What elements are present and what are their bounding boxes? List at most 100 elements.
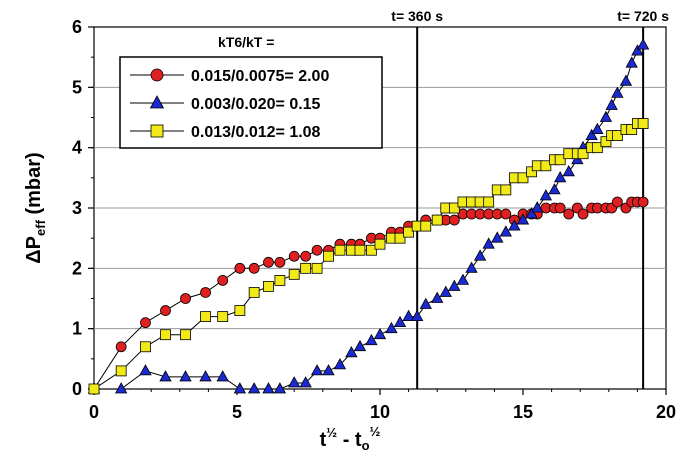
data-point-triangle bbox=[345, 345, 358, 358]
data-point-triangle bbox=[247, 382, 261, 394]
data-point-triangle bbox=[353, 339, 367, 352]
data-point-triangle bbox=[456, 273, 470, 285]
data-point-square bbox=[150, 124, 164, 138]
data-point-triangle bbox=[439, 285, 452, 297]
data-point-square bbox=[354, 244, 366, 256]
data-point-triangle bbox=[636, 38, 650, 50]
data-point-square bbox=[160, 329, 171, 341]
data-point-triangle bbox=[525, 207, 538, 219]
data-point-triangle bbox=[465, 261, 478, 273]
data-point-square bbox=[403, 226, 415, 238]
legend-label: 0.015/0.0075= 2.00 bbox=[191, 68, 329, 85]
data-point-square bbox=[540, 160, 552, 172]
data-point-triangle bbox=[273, 382, 287, 394]
data-point-circle bbox=[563, 208, 575, 220]
y-tick-label: 3 bbox=[72, 198, 82, 218]
data-point-circle bbox=[448, 214, 460, 226]
data-point-circle bbox=[234, 262, 246, 274]
data-point-triangle bbox=[539, 189, 553, 201]
y-tick-label: 1 bbox=[72, 319, 82, 339]
data-point-square bbox=[394, 232, 406, 244]
data-point-triangle bbox=[548, 183, 561, 195]
data-point-square bbox=[263, 281, 274, 292]
x-tick-label: 5 bbox=[232, 402, 242, 422]
data-point-circle bbox=[300, 250, 312, 262]
data-point-circle bbox=[637, 196, 649, 208]
data-point-triangle bbox=[431, 291, 444, 303]
data-point-triangle bbox=[233, 382, 247, 394]
data-point-square bbox=[274, 274, 286, 286]
data-point-circle bbox=[140, 317, 151, 329]
data-point-triangle bbox=[448, 279, 461, 291]
data-point-triangle bbox=[393, 315, 407, 328]
data-point-triangle bbox=[491, 231, 504, 243]
data-point-triangle bbox=[631, 44, 644, 56]
data-point-triangle bbox=[619, 74, 633, 86]
time-annotation: t= 720 s bbox=[617, 8, 669, 24]
time-markers: t= 360 s t= 720 s bbox=[391, 8, 669, 389]
data-point-triangle bbox=[611, 86, 624, 98]
legend-label: 0.003/0.020= 0.15 bbox=[191, 96, 321, 113]
data-point-triangle bbox=[419, 297, 432, 309]
data-point-triangle bbox=[516, 213, 530, 225]
data-point-square bbox=[217, 311, 229, 323]
data-point-triangle bbox=[199, 370, 212, 382]
data-point-triangle bbox=[599, 110, 613, 122]
y-tick-label: 4 bbox=[72, 138, 82, 158]
data-point-square bbox=[366, 244, 377, 256]
data-point-square bbox=[180, 329, 191, 341]
x-tick-label: 10 bbox=[370, 402, 390, 422]
data-point-circle bbox=[263, 256, 274, 268]
data-point-square bbox=[374, 238, 386, 250]
data-point-triangle bbox=[139, 364, 152, 376]
data-point-square bbox=[140, 341, 151, 353]
axis-ticks: 0 1 2 3 4 5 6 0 5 10 15 20 bbox=[72, 17, 676, 422]
data-point-triangle bbox=[333, 358, 347, 370]
data-point-circle bbox=[554, 202, 566, 214]
data-point-square bbox=[500, 184, 512, 196]
x-tick-label: 20 bbox=[656, 402, 676, 422]
data-point-triangle bbox=[585, 128, 598, 141]
data-point-triangle bbox=[216, 370, 229, 382]
data-point-triangle bbox=[554, 171, 567, 183]
x-tick-label: 15 bbox=[513, 402, 533, 422]
data-point-square bbox=[600, 136, 612, 148]
y-axis-label: ΔPeff (mbar) bbox=[23, 152, 48, 263]
data-point-triangle bbox=[605, 98, 618, 110]
data-point-square bbox=[611, 130, 623, 142]
y-tick-label: 0 bbox=[72, 379, 82, 399]
series-square bbox=[88, 118, 649, 395]
data-point-triangle bbox=[310, 364, 324, 376]
data-point-square bbox=[483, 196, 495, 208]
x-tick-label: 0 bbox=[89, 402, 99, 422]
data-point-circle bbox=[311, 244, 323, 256]
data-point-triangle bbox=[508, 219, 521, 231]
data-point-triangle bbox=[373, 327, 387, 340]
data-point-triangle bbox=[482, 237, 495, 249]
data-point-circle bbox=[160, 305, 171, 316]
data-point-triangle bbox=[591, 122, 604, 134]
y-tick-label: 2 bbox=[72, 258, 82, 278]
data-point-square bbox=[517, 172, 529, 184]
data-point-square bbox=[420, 220, 432, 232]
time-annotation: t= 360 s bbox=[391, 8, 443, 24]
data-point-square bbox=[323, 250, 334, 262]
data-point-square bbox=[577, 148, 589, 160]
data-point-triangle bbox=[149, 95, 165, 109]
data-point-square bbox=[526, 166, 537, 178]
data-point-square bbox=[234, 305, 246, 316]
data-point-square bbox=[88, 383, 100, 395]
legend-entry: 0.003/0.020= 0.15 bbox=[130, 95, 321, 113]
data-point-triangle bbox=[114, 382, 128, 394]
legend-label: 0.013/0.012= 1.08 bbox=[191, 124, 321, 141]
data-point-circle bbox=[288, 250, 300, 262]
data-point-triangle bbox=[402, 309, 415, 322]
data-point-triangle bbox=[531, 201, 544, 213]
data-point-square bbox=[288, 268, 300, 280]
data-point-square bbox=[626, 124, 638, 135]
data-point-triangle bbox=[562, 164, 575, 177]
data-point-square bbox=[200, 311, 211, 323]
data-point-triangle bbox=[473, 249, 487, 261]
data-point-triangle bbox=[288, 376, 301, 388]
